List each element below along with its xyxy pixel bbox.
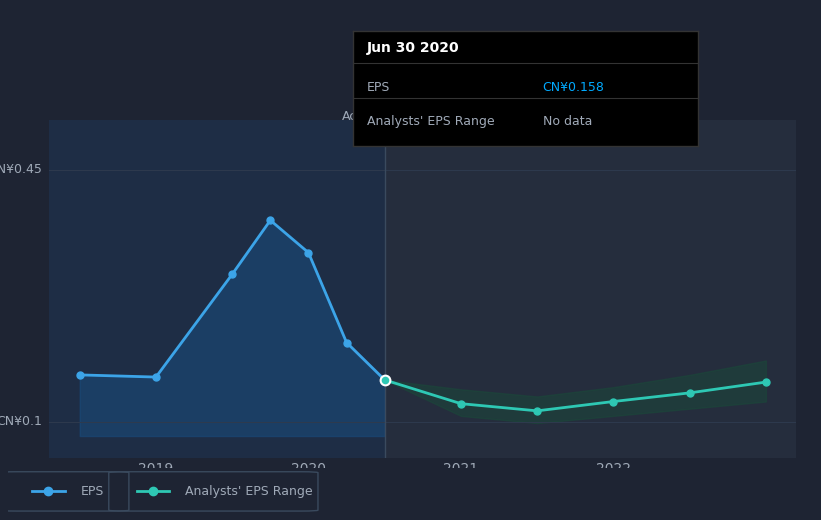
Text: CN¥0.45: CN¥0.45 [0,163,42,176]
Bar [49,120,385,458]
Text: CN¥0.158: CN¥0.158 [543,81,604,94]
Text: Actual: Actual [342,110,382,123]
Text: Analysts Forecasts: Analysts Forecasts [392,110,509,123]
Text: EPS: EPS [80,485,104,498]
Text: No data: No data [543,115,592,128]
Text: Jun 30 2020: Jun 30 2020 [367,41,460,55]
Text: EPS: EPS [367,81,390,94]
Text: Analysts' EPS Range: Analysts' EPS Range [186,485,313,498]
Text: CN¥0.1: CN¥0.1 [0,415,42,428]
Bar [385,120,796,458]
Text: Analysts' EPS Range: Analysts' EPS Range [367,115,494,128]
